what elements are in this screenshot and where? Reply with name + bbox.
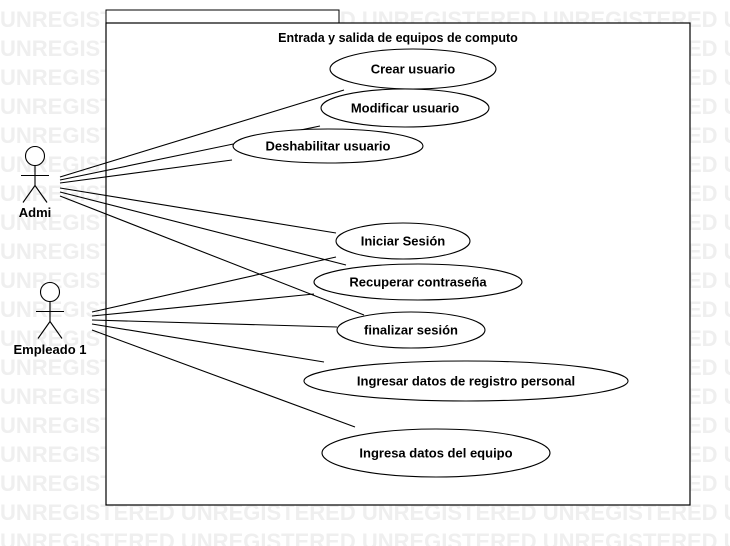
use-case-deshabilitar-usuario[interactable]: Deshabilitar usuario: [232, 128, 424, 164]
association-admi-crear-usuario: [59, 89, 345, 178]
use-case-ellipse: [321, 428, 551, 478]
associations: [59, 89, 365, 428]
use-case-ellipse: [313, 263, 523, 301]
actors: Admi Empleado 1: [14, 145, 87, 358]
use-cases: Crear usuario Modificar usuario Deshabilit…: [232, 48, 629, 478]
use-case-label: Iniciar Sesión: [361, 234, 446, 249]
use-case-label: Recuperar contraseña: [349, 275, 487, 290]
association-admi-recuperar-contrasena: [59, 191, 347, 266]
actor-label: Empleado 1: [14, 342, 87, 357]
association-admi-finalizar-sesion: [59, 195, 365, 316]
use-case-label: Ingresar datos de registro personal: [357, 374, 575, 389]
use-case-modificar-usuario[interactable]: Modificar usuario: [320, 88, 490, 128]
use-case-ingresar-datos-registro[interactable]: Ingresar datos de registro personal: [303, 360, 629, 402]
use-case-label: Crear usuario: [371, 62, 456, 77]
stick-figure-icon: [36, 281, 64, 339]
use-case-crear-usuario[interactable]: Crear usuario: [329, 48, 497, 90]
association-empleado-finalizar-sesion: [91, 319, 338, 328]
use-case-label: Deshabilitar usuario: [266, 139, 391, 154]
use-case-ellipse: [335, 222, 471, 260]
system-title: Entrada y salida de equipos de computo: [278, 31, 518, 45]
association-admi-iniciar-sesion: [59, 187, 337, 234]
use-case-ingresa-datos-equipo[interactable]: Ingresa datos del equipo: [321, 428, 551, 478]
use-case-label: Modificar usuario: [351, 101, 459, 116]
use-case-iniciar-sesion[interactable]: Iniciar Sesión: [335, 222, 471, 260]
actor-admi[interactable]: Admi: [19, 145, 52, 221]
use-case-finalizar-sesion[interactable]: finalizar sesión: [336, 311, 486, 349]
stick-figure-icon: [21, 145, 49, 203]
use-case-recuperar-contrasena[interactable]: Recuperar contraseña: [313, 263, 523, 301]
association-admi-deshabilitar-usuario: [59, 159, 233, 184]
use-case-ellipse: [320, 88, 490, 128]
association-empleado-ingresa-datos-equipo: [91, 329, 356, 428]
use-case-ellipse: [336, 311, 486, 349]
association-empleado-iniciar-sesion: [91, 256, 337, 313]
use-case-ellipse: [232, 128, 424, 164]
use-case-ellipse: [303, 360, 629, 402]
actor-empleado[interactable]: Empleado 1: [14, 281, 87, 358]
association-empleado-ingresar-datos-registro: [91, 323, 325, 363]
actor-label: Admi: [19, 205, 52, 220]
package-tab: [105, 9, 340, 24]
use-case-label: Ingresa datos del equipo: [359, 446, 512, 461]
association-empleado-recuperar-contrasena: [91, 293, 315, 317]
use-case-label: finalizar sesión: [364, 323, 458, 338]
